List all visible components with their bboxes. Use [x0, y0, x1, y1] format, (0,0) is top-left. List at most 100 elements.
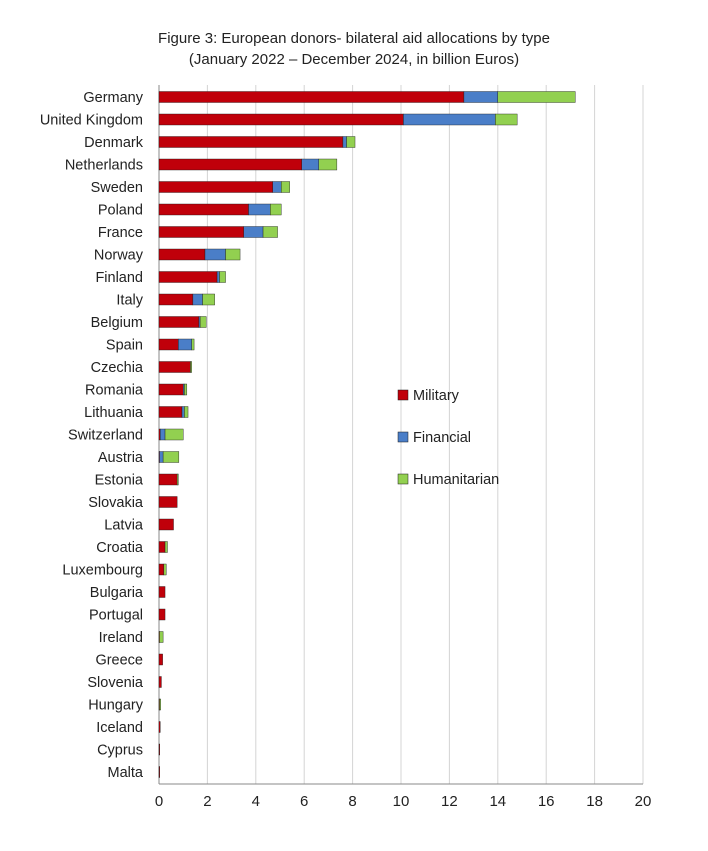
category-label: Ireland — [99, 630, 143, 646]
bar-segment-military — [158, 406, 183, 418]
bar-segment-humanitarian — [159, 698, 161, 711]
bar-segment-humanitarian — [281, 181, 290, 193]
x-tick-label: 10 — [393, 793, 410, 810]
bar-segment-military — [158, 293, 194, 306]
category-label: Finland — [95, 270, 143, 286]
legend-swatch — [397, 389, 409, 401]
category-label: Poland — [98, 203, 143, 219]
bar-segment-military — [158, 721, 161, 733]
bar-segment-military — [158, 496, 178, 508]
bar-segment-military — [158, 181, 273, 193]
legend-label: Humanitarian — [413, 472, 499, 488]
category-label: Croatia — [96, 540, 144, 556]
bar-segment-humanitarian — [346, 136, 356, 148]
category-label: Netherlands — [65, 158, 143, 174]
bar-segment-financial — [160, 428, 166, 441]
category-label: Portugal — [89, 608, 143, 624]
bar-segment-military — [158, 653, 163, 666]
bar-segment-financial — [204, 248, 226, 261]
category-label: Czechia — [91, 360, 144, 376]
category-label: Romania — [85, 383, 144, 399]
bar-segment-military — [158, 226, 244, 238]
category-label: Sweden — [91, 180, 143, 196]
x-tick-label: 20 — [635, 793, 652, 810]
bar-segment-financial — [178, 338, 192, 351]
x-tick-label: 8 — [348, 793, 356, 810]
bar-segment-humanitarian — [219, 271, 226, 283]
bar-segment-financial — [159, 451, 164, 463]
category-label: Cyprus — [97, 743, 143, 759]
category-label: Greece — [95, 653, 143, 669]
x-tick-label: 0 — [155, 793, 163, 810]
bar-segment-humanitarian — [163, 563, 167, 576]
category-label: Switzerland — [68, 428, 143, 444]
category-label: Denmark — [84, 135, 144, 151]
category-label: Hungary — [88, 698, 144, 714]
bar-segment-military — [158, 203, 249, 216]
bar-segment-humanitarian — [270, 203, 282, 216]
category-label: France — [98, 225, 143, 241]
category-label: Luxembourg — [62, 563, 143, 579]
x-tick-label: 2 — [203, 793, 211, 810]
bar-segment-military — [158, 383, 184, 396]
category-label: Estonia — [95, 473, 144, 489]
category-label: Austria — [98, 450, 144, 466]
x-tick-label: 16 — [538, 793, 555, 810]
category-label: Latvia — [104, 518, 144, 534]
category-label: Spain — [106, 338, 143, 354]
bar-segment-military — [158, 316, 200, 328]
chart-subtitle: (January 2022 – December 2024, in billio… — [188, 51, 520, 68]
bar-segment-financial — [248, 203, 271, 216]
bar-segment-military — [158, 563, 165, 576]
bar-segment-humanitarian — [184, 383, 188, 396]
bar-segment-military — [158, 586, 166, 598]
bar-segment-financial — [272, 181, 282, 193]
bar-segment-humanitarian — [191, 338, 195, 351]
category-label: Slovenia — [87, 675, 144, 691]
category-label: Bulgaria — [90, 585, 144, 601]
bar-segment-humanitarian — [176, 473, 179, 486]
bar-segment-humanitarian — [202, 293, 215, 306]
bar-segment-humanitarian — [164, 541, 168, 553]
legend-label: Military — [413, 388, 460, 404]
bar-segment-financial — [463, 91, 499, 103]
bar-segment-military — [158, 271, 218, 283]
bar-segment-financial — [181, 406, 185, 418]
bar-segment-military — [158, 113, 404, 126]
category-label: Slovakia — [88, 495, 144, 511]
category-label: Iceland — [96, 720, 143, 736]
bar-segment-financial — [243, 226, 264, 238]
bar-segment-military — [158, 743, 161, 756]
bar-segment-military — [158, 473, 178, 486]
x-tick-label: 4 — [252, 793, 260, 810]
bar-segment-financial — [403, 113, 496, 126]
category-label: Malta — [108, 765, 144, 781]
bar-segment-humanitarian — [225, 248, 241, 261]
bar-segment-humanitarian — [162, 451, 180, 463]
bar-segment-military — [158, 158, 302, 171]
bar-segment-humanitarian — [497, 91, 576, 103]
legend-swatch — [397, 473, 409, 485]
x-tick-label: 14 — [489, 793, 506, 810]
x-tick-label: 6 — [300, 793, 308, 810]
bar-segment-military — [158, 338, 179, 351]
bar-segment-humanitarian — [199, 316, 207, 328]
category-label: Lithuania — [84, 405, 144, 421]
x-tick-label: 12 — [441, 793, 458, 810]
bar-segment-military — [158, 541, 166, 553]
bar-segment-financial — [342, 136, 347, 148]
bar-segment-military — [158, 91, 465, 103]
bar-segment-financial — [301, 158, 319, 171]
bar-segment-humanitarian — [190, 361, 192, 373]
bar-segment-humanitarian — [164, 428, 184, 441]
bar-segment-humanitarian — [262, 226, 278, 238]
bar-segment-military — [158, 248, 206, 261]
bar-segment-financial — [216, 271, 220, 283]
category-label: Belgium — [91, 315, 143, 331]
chart-title-block: Figure 3: European donors- bilateral aid… — [0, 28, 708, 70]
bar-segment-humanitarian — [184, 406, 189, 418]
bar-segment-military — [158, 361, 191, 373]
bar-segment-financial — [192, 293, 203, 306]
category-label: Germany — [83, 90, 143, 106]
